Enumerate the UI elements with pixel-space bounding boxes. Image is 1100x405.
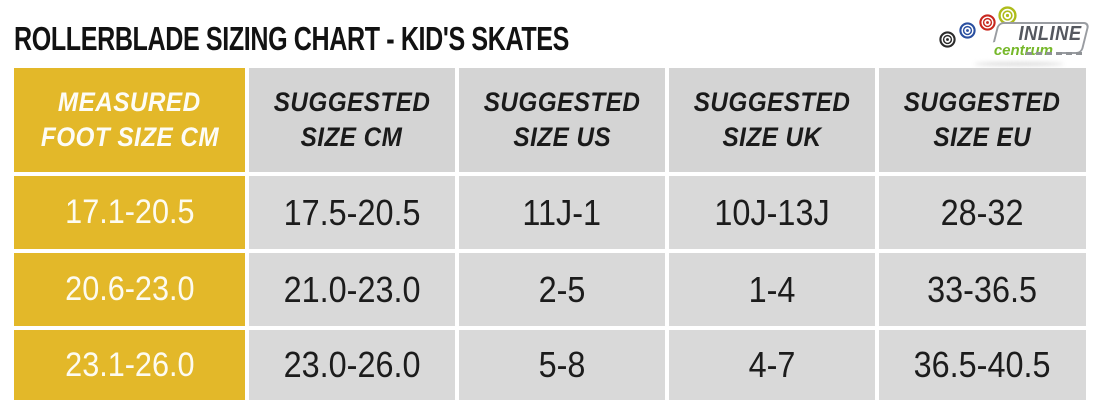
col-header-suggested-size-eu: SUGGESTED SIZE EU	[879, 68, 1086, 172]
header-line: SUGGESTED	[904, 87, 1061, 117]
col-header-suggested-size-us: SUGGESTED SIZE US	[459, 68, 665, 172]
table-cell-measured-row1: 17.1-20.5	[14, 176, 245, 249]
col-header-suggested-size-cm: SUGGESTED SIZE CM	[249, 68, 455, 172]
cell-value: 28-32	[941, 191, 1024, 233]
skate-wheel-icon	[939, 31, 956, 48]
cell-value: 1-4	[748, 268, 796, 310]
table-cell-eu-row3: 36.5-40.5	[879, 330, 1086, 400]
page-title: ROLLERBLADE SIZING CHART - KID'S SKATES	[14, 20, 569, 57]
logo-brand-text: INLINE	[1018, 23, 1082, 45]
cell-value: 5-8	[538, 344, 586, 385]
cell-value: 36.5-40.5	[914, 344, 1051, 385]
skate-wheel-icon	[959, 22, 976, 39]
header-line: SIZE US	[513, 122, 611, 152]
table-cell-cm-row3: 23.0-26.0	[249, 330, 455, 400]
cell-value: 4-7	[748, 344, 796, 385]
table-cell-eu-row1: 28-32	[879, 176, 1086, 249]
cell-value: 23.1-26.0	[64, 345, 195, 384]
table-cell-uk-row3: 4-7	[669, 330, 875, 400]
header-line: SIZE CM	[301, 122, 403, 152]
table-cell-us-row1: 11J-1	[459, 176, 665, 249]
cell-value: 2-5	[538, 268, 586, 310]
skate-wheel-icon	[998, 6, 1017, 25]
header-line: SUGGESTED	[483, 87, 641, 117]
col-header-suggested-size-uk: SUGGESTED SIZE UK	[669, 68, 875, 172]
table-cell-cm-row2: 21.0-23.0	[249, 253, 455, 326]
header-line: MEASURED	[58, 87, 201, 117]
table-cell-uk-row2: 1-4	[669, 253, 875, 326]
table-cell-uk-row1: 10J-13J	[669, 176, 875, 249]
cell-value: 21.0-23.0	[283, 268, 421, 310]
skate-wheel-icon	[979, 14, 996, 31]
table-cell-measured-row2: 20.6-23.0	[14, 253, 245, 326]
logo-shadow	[974, 62, 1064, 66]
table-cell-cm-row1: 17.5-20.5	[249, 176, 455, 249]
header-line: SUGGESTED	[693, 87, 851, 117]
table-cell-us-row2: 2-5	[459, 253, 665, 326]
cell-value: 33-36.5	[927, 268, 1038, 310]
logo-sub-text: centrum	[990, 42, 1056, 59]
table-cell-us-row3: 5-8	[459, 330, 665, 400]
table-cell-measured-row3: 23.1-26.0	[14, 330, 245, 400]
cell-value: 20.6-23.0	[64, 270, 195, 308]
cell-value: 23.0-26.0	[283, 344, 421, 385]
inline-centrum-logo: INLINE centrum	[934, 4, 1094, 66]
table-cell-eu-row2: 33-36.5	[879, 253, 1086, 326]
cell-value: 17.1-20.5	[64, 193, 195, 231]
header-line: SUGGESTED	[273, 87, 431, 117]
col-header-measured-foot-size-cm: MEASURED FOOT SIZE CM	[14, 68, 245, 172]
sizing-table: MEASURED FOOT SIZE CM SUGGESTED SIZE CM …	[14, 68, 1086, 400]
header-line: SIZE UK	[722, 122, 822, 152]
cell-value: 17.5-20.5	[283, 191, 421, 233]
cell-value: 10J-13J	[714, 191, 830, 233]
header-line: FOOT SIZE CM	[40, 122, 219, 152]
cell-value: 11J-1	[522, 191, 602, 233]
logo-dashes	[1026, 52, 1082, 55]
header-line: SIZE EU	[933, 122, 1032, 152]
